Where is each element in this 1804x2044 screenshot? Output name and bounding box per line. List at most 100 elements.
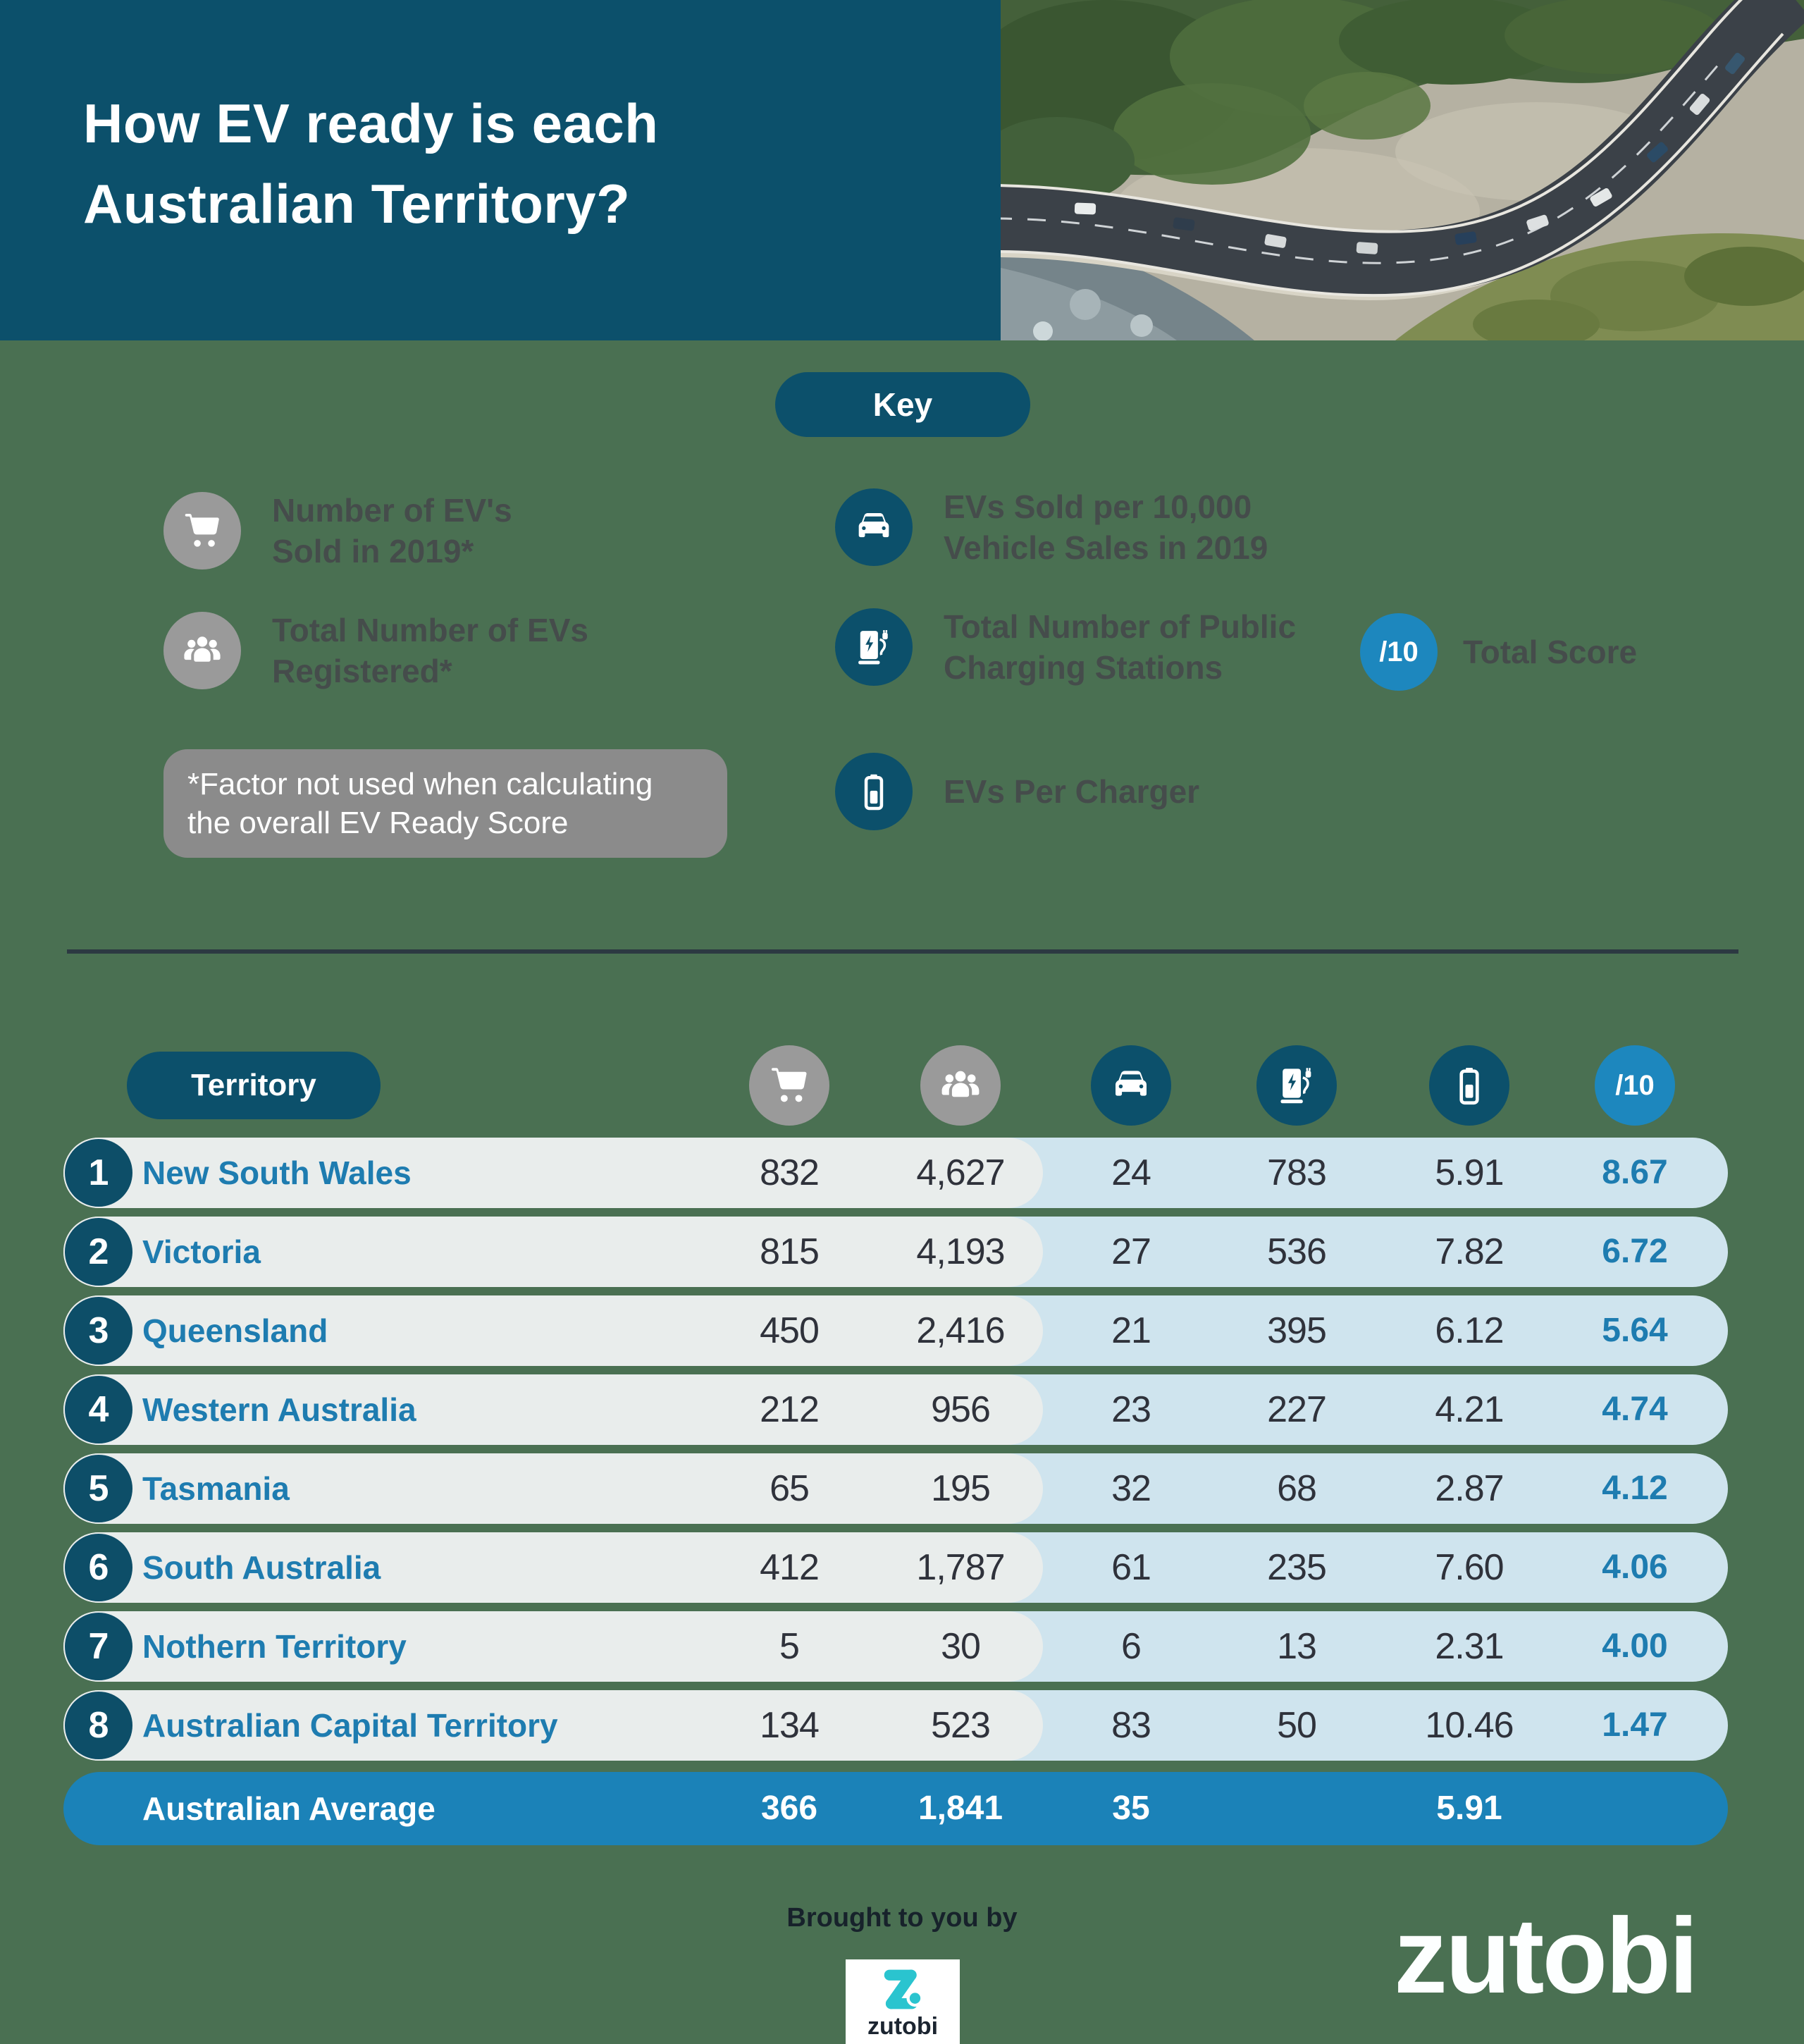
cell-registered: 195	[931, 1468, 991, 1509]
territory-column-header: Territory	[127, 1052, 381, 1119]
cell-evs_per_charger: 2.31	[1435, 1626, 1504, 1667]
cell-chargers: 783	[1267, 1152, 1327, 1193]
row-gray-section	[63, 1295, 1043, 1366]
row-gray-section	[63, 1690, 1043, 1761]
average-row-label: Australian Average	[142, 1790, 435, 1827]
cell-evs_per_charger: 4.21	[1435, 1389, 1504, 1430]
cell-chargers: 68	[1277, 1468, 1317, 1509]
table-row: 6 South Australia 412 1,787 61 235 7.60 4.06	[63, 1532, 1728, 1603]
car-icon	[1091, 1045, 1171, 1126]
cell-score: 5.64	[1602, 1312, 1668, 1349]
brought-to-you-by-text: Brought to you by	[786, 1903, 1018, 1933]
cell-sold: 65	[770, 1468, 810, 1509]
cell-per10k: 61	[1111, 1547, 1151, 1588]
cell-evs_per_charger: 7.60	[1435, 1547, 1504, 1588]
cart-icon	[749, 1045, 829, 1126]
key-item-label: Total Number of EVs Registered*	[272, 610, 588, 691]
footnote-box: *Factor not used when calculating the ov…	[163, 749, 727, 858]
table-row: 1 New South Wales 832 4,627 24 783 5.91 8.67	[63, 1138, 1728, 1208]
charger-icon	[1256, 1045, 1337, 1126]
cell-per10k: 6	[1121, 1626, 1142, 1667]
cell-chargers: 227	[1267, 1389, 1327, 1430]
cell-score: 4.74	[1602, 1391, 1668, 1428]
cell-sold: 450	[760, 1310, 820, 1351]
cell-evs_per_charger: 10.46	[1425, 1705, 1514, 1746]
row-gray-section	[63, 1532, 1043, 1603]
cell-registered: 523	[931, 1705, 991, 1746]
rank-badge: 7	[65, 1613, 132, 1680]
row-gray-section	[63, 1138, 1043, 1208]
total-score-label: Total Score	[1463, 634, 1638, 670]
row-gray-section	[63, 1217, 1043, 1287]
total-score-key-item: /10 Total Score	[1360, 613, 1637, 691]
territory-name: Nothern Territory	[142, 1628, 407, 1665]
cell-per10k: 24	[1111, 1152, 1151, 1193]
average-row: Australian Average 366 1,841 35 5.91	[63, 1772, 1728, 1845]
rank-badge: 2	[65, 1218, 132, 1286]
cell-score: 4.06	[1602, 1549, 1668, 1586]
territory-name: New South Wales	[142, 1155, 412, 1191]
key-item-battery: EVs Per Charger	[835, 753, 1199, 830]
key-item-cart: Number of EV's Sold in 2019*	[163, 490, 512, 572]
cell-evs_per_charger: 6.12	[1435, 1310, 1504, 1351]
territory-name: South Australia	[142, 1549, 381, 1586]
cell-per10k: 83	[1111, 1705, 1151, 1746]
rank-badge: 3	[65, 1297, 132, 1365]
rank-badge: 6	[65, 1534, 132, 1601]
row-gray-section	[63, 1453, 1043, 1524]
cell-sold: 832	[760, 1152, 820, 1193]
table-row: 2 Victoria 815 4,193 27 536 7.82 6.72	[63, 1217, 1728, 1287]
row-gray-section	[63, 1374, 1043, 1445]
cell-score: 4.12	[1602, 1470, 1668, 1507]
average-cell-evs_per_charger: 5.91	[1436, 1790, 1502, 1827]
cell-per10k: 21	[1111, 1310, 1151, 1351]
aerial-road-illustration	[1001, 0, 1804, 340]
cell-sold: 5	[779, 1626, 800, 1667]
rank-badge: 8	[65, 1692, 132, 1759]
total-score-badge-text: /10	[1379, 636, 1419, 667]
score-out-of-10-badge: /10	[1595, 1045, 1675, 1126]
battery-icon	[1429, 1045, 1509, 1126]
table-row: 5 Tasmania 65 195 32 68 2.87 4.12	[63, 1453, 1728, 1524]
people-icon	[920, 1045, 1001, 1126]
zutobi-z-icon	[884, 1969, 924, 2009]
table-row: 8 Australian Capital Territory 134 523 83 50 1…	[63, 1690, 1728, 1761]
zutobi-logo-text: zutobi	[867, 2013, 939, 2040]
average-cell-sold: 366	[760, 1790, 818, 1827]
key-item-car: EVs Sold per 10,000 Vehicle Sales in 2019	[835, 486, 1268, 568]
cell-chargers: 395	[1267, 1310, 1327, 1351]
table-row: 7 Nothern Territory 5 30 6 13 2.31 4.00	[63, 1611, 1728, 1682]
cell-chargers: 235	[1267, 1547, 1327, 1588]
row-gray-section	[63, 1611, 1043, 1682]
cell-evs_per_charger: 7.82	[1435, 1231, 1504, 1272]
key-item-label-line1: EVs Sold per 10,000	[944, 488, 1252, 525]
cell-sold: 412	[760, 1547, 820, 1588]
cell-sold: 134	[760, 1705, 820, 1746]
territory-header-label: Territory	[191, 1068, 316, 1102]
cell-registered: 1,787	[916, 1547, 1005, 1588]
rank-badge: 5	[65, 1455, 132, 1522]
page-title-line2: Australian Territory?	[83, 173, 631, 235]
key-item-label-line2: Sold in 2019*	[272, 533, 474, 570]
page-title-line1: How EV ready is each	[83, 92, 659, 154]
cell-sold: 815	[760, 1231, 820, 1272]
page-title: How EV ready is each Australian Territor…	[83, 83, 658, 244]
cell-chargers: 50	[1277, 1705, 1317, 1746]
cell-score: 4.00	[1602, 1627, 1668, 1665]
average-cell-per10k: 35	[1112, 1790, 1150, 1827]
cell-evs_per_charger: 5.91	[1435, 1152, 1504, 1193]
key-item-label-line2: Vehicle Sales in 2019	[944, 529, 1268, 566]
average-cell-registered: 1,841	[918, 1790, 1003, 1827]
cell-per10k: 27	[1111, 1231, 1151, 1272]
cell-registered: 4,193	[916, 1231, 1005, 1272]
cell-sold: 212	[760, 1389, 820, 1430]
footnote-line1: *Factor not used when calculating	[187, 767, 653, 801]
aerial-road-photo	[1001, 0, 1804, 340]
territory-name: Australian Capital Territory	[142, 1707, 558, 1744]
key-title-pill: Key	[775, 372, 1030, 437]
cart-icon	[163, 492, 241, 570]
cell-score: 6.72	[1602, 1233, 1668, 1270]
cars-on-road	[1074, 52, 1745, 254]
car-icon	[835, 488, 913, 566]
